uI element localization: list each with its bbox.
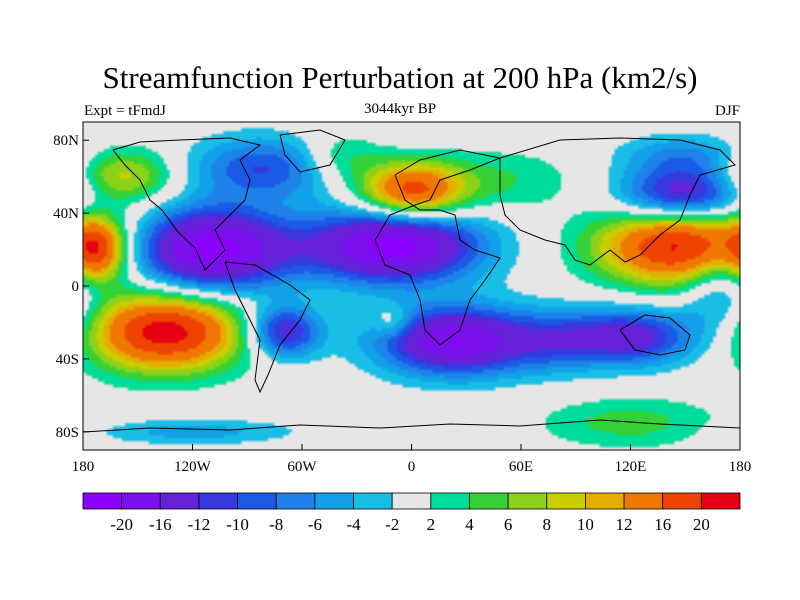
colorbar-box <box>314 492 354 510</box>
colorbar-box <box>623 492 664 510</box>
lon-tick-label: 0 <box>408 459 416 475</box>
lon-tick-label: 180 <box>72 459 95 475</box>
colorbar-box <box>507 492 548 510</box>
lon-tick-label: 60W <box>287 459 317 475</box>
colorbar-label: 10 <box>577 515 594 534</box>
colorbar-label: 6 <box>504 515 513 534</box>
lat-tick-label: 40S <box>56 352 79 368</box>
colorbar-label: -6 <box>308 515 322 534</box>
experiment-label: Expt = tFmdJ <box>84 103 166 119</box>
colorbar-label: -20 <box>110 515 133 534</box>
lat-tick-label: 40N <box>53 206 79 222</box>
contour-fill-area <box>83 122 740 450</box>
coastlines <box>83 129 740 433</box>
season-label: DJF <box>714 103 740 119</box>
colorbar-box <box>82 492 123 510</box>
colorbar-label: -10 <box>226 515 249 534</box>
time-label: 3044kyr BP <box>363 101 437 117</box>
lat-tick-label: 80S <box>56 425 79 441</box>
colorbar-box <box>469 492 509 510</box>
colorbar-box <box>546 492 586 510</box>
colorbar-box <box>353 492 393 510</box>
lon-tick-label: 60E <box>509 459 533 475</box>
coastline-antarctica <box>83 419 740 433</box>
coastline-australia <box>619 314 691 356</box>
lon-tick-label: 180 <box>729 459 752 475</box>
colorbar-label: 20 <box>693 515 710 534</box>
colorbar-label: 12 <box>616 515 633 534</box>
colorbar-box <box>585 492 625 510</box>
lat-tick-label: 0 <box>72 279 80 295</box>
colorbar-box <box>430 492 470 510</box>
colorbar-label: 2 <box>427 515 436 534</box>
colorbar-box <box>662 492 702 510</box>
coastline-greenland <box>279 129 346 173</box>
lon-tick-label: 120E <box>615 459 647 475</box>
plot-title: Streamfunction Perturbation at 200 hPa (… <box>102 60 698 95</box>
colorbar-label: -8 <box>269 515 283 534</box>
coastline-asia <box>499 137 736 266</box>
map-axes: 80N 40N 0 40S 80S 180 120W 60W 0 60E 120E 180 <box>53 133 751 475</box>
colorbar-label: 4 <box>465 515 474 534</box>
colorbar-label: 8 <box>543 515 552 534</box>
colorbar-label: -12 <box>188 515 211 534</box>
colorbar-box <box>275 492 316 510</box>
colorbar-box <box>121 492 161 510</box>
coastline-europe-africa <box>374 149 502 346</box>
coastline-north-america <box>112 137 262 271</box>
lat-tick-label: 80N <box>53 133 79 149</box>
streamfunction-field <box>83 122 740 450</box>
lon-tick-label: 120W <box>174 459 212 475</box>
colorbar: -20 -16 -12 -10 -8 -6 -4 -2 2 4 6 8 10 12 16 20 <box>82 492 741 534</box>
coastline-south-america <box>224 261 311 394</box>
colorbar-label: 16 <box>654 515 671 534</box>
colorbar-box <box>159 492 200 510</box>
colorbar-label: -2 <box>385 515 399 534</box>
colorbar-label: -4 <box>346 515 361 534</box>
colorbar-box <box>237 492 277 510</box>
colorbar-box <box>700 492 741 510</box>
colorbar-label: -16 <box>149 515 172 534</box>
colorbar-box <box>391 492 432 510</box>
colorbar-box <box>198 492 238 510</box>
